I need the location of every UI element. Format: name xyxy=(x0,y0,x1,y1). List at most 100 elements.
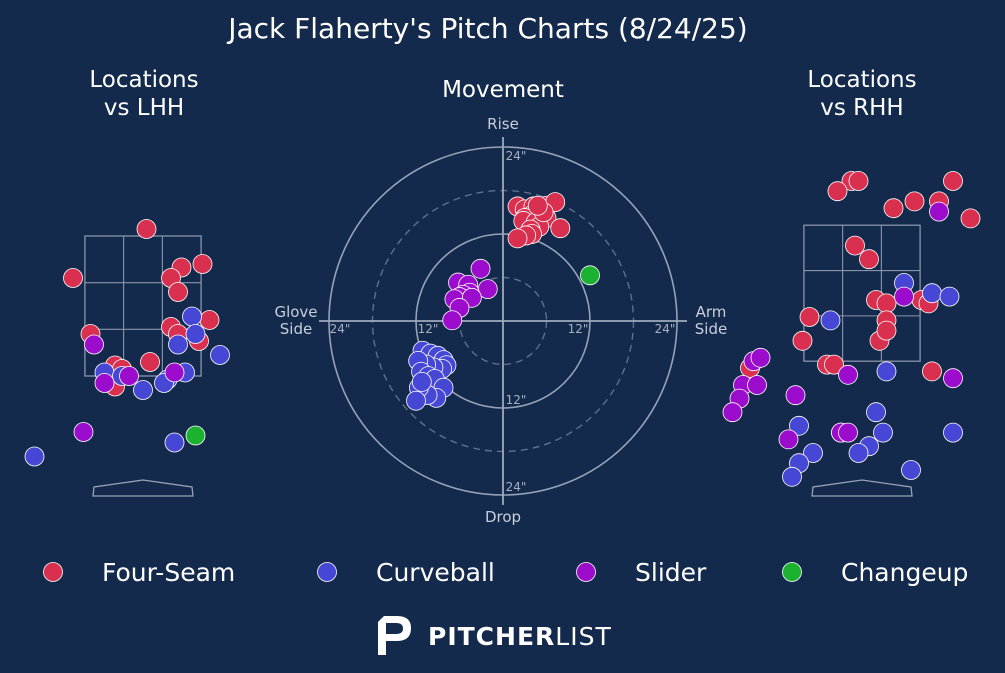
pitch-point xyxy=(838,422,858,443)
pitch-point xyxy=(210,345,230,365)
pitch-point xyxy=(199,310,220,330)
rise-label: Rise xyxy=(487,115,519,133)
movement-grid xyxy=(319,137,687,505)
svg-text:PITCHERLIST: PITCHERLIST xyxy=(428,622,612,651)
pitch-point xyxy=(140,352,160,372)
tick-left-12: 12" xyxy=(418,322,439,336)
tick-right-24: 24" xyxy=(655,322,676,336)
legend-label: Changeup xyxy=(841,558,968,587)
pitch-point xyxy=(943,422,963,443)
pitch-point xyxy=(168,334,188,355)
tick-right-12: 12" xyxy=(568,322,589,336)
pitch-point xyxy=(960,208,981,229)
pitch-point xyxy=(904,191,925,212)
pitch-point xyxy=(136,219,157,239)
pitch-point xyxy=(750,347,771,368)
pitch-point xyxy=(922,361,942,382)
pitcherlist-logo: PITCHERLIST xyxy=(378,616,612,655)
tick-top-24: 24" xyxy=(506,149,527,163)
rhh-home-plate xyxy=(811,479,913,497)
legend-marker xyxy=(43,562,63,582)
pitch-point xyxy=(943,171,963,191)
lhh-title-line1: Locations xyxy=(89,67,198,93)
movement-points xyxy=(406,192,600,411)
pitch-point xyxy=(785,385,806,406)
pitch-point xyxy=(168,282,188,302)
lhh-home-plate xyxy=(92,479,194,497)
pitch-point xyxy=(876,361,897,382)
movement-point xyxy=(580,265,600,286)
legend-label: Four-Seam xyxy=(102,558,235,587)
pitch-point xyxy=(24,446,45,467)
pitch-point xyxy=(84,334,104,355)
movement-point xyxy=(442,310,463,331)
pitch-point xyxy=(63,268,83,288)
pitch-point xyxy=(876,320,897,341)
arm-side-label: Arm Side xyxy=(695,303,727,338)
home-plate-shape xyxy=(811,479,913,497)
chart-title: Jack Flaherty's Pitch Charts (8/24/25) xyxy=(226,12,747,45)
movement-title: Movement xyxy=(442,77,564,103)
pitch-point xyxy=(782,466,802,487)
pitch-point xyxy=(827,181,848,202)
pitch-point xyxy=(799,307,820,327)
legend-label: Slider xyxy=(635,558,707,587)
lhh-points xyxy=(24,219,230,467)
pitch-point xyxy=(820,310,841,331)
pitch-point xyxy=(845,235,865,256)
pitch-point xyxy=(848,443,869,463)
pitch-point xyxy=(873,422,893,443)
pitch-point xyxy=(792,330,813,351)
legend-marker xyxy=(782,562,802,582)
pitch-point xyxy=(164,432,185,453)
pitch-point xyxy=(164,362,185,383)
pitch-point xyxy=(848,171,869,191)
lhh-title-line2: vs LHH xyxy=(104,95,184,121)
pitch-point xyxy=(943,368,963,389)
legend: Four-Seam Curveball Slider Changeup xyxy=(43,558,968,587)
rhh-title-line1: Locations xyxy=(807,67,916,93)
pitch-point xyxy=(119,366,139,386)
pitch-point xyxy=(901,460,921,480)
pitch-point xyxy=(747,375,767,395)
pitch-point xyxy=(922,283,942,304)
drop-label: Drop xyxy=(485,508,521,526)
pitch-point xyxy=(185,425,206,446)
legend-label: Curveball xyxy=(376,558,495,587)
pitch-point xyxy=(722,402,743,423)
pitch-point xyxy=(824,354,844,375)
movement-point xyxy=(411,371,432,392)
pitch-point xyxy=(838,364,858,385)
movement-point xyxy=(527,195,548,216)
movement-point xyxy=(550,218,571,239)
pitch-point xyxy=(192,254,213,274)
pitch-point xyxy=(185,324,206,344)
legend-marker xyxy=(317,562,337,582)
pitch-point xyxy=(94,373,115,393)
tick-bottom-24: 24" xyxy=(506,480,527,494)
pitch-point xyxy=(182,306,202,327)
home-plate-shape xyxy=(92,479,194,497)
pitch-point xyxy=(894,286,914,307)
pitch-point xyxy=(789,415,809,436)
pitcherlist-p-icon xyxy=(378,616,411,655)
tick-bottom-12: 12" xyxy=(506,393,527,407)
pitch-point xyxy=(778,429,799,450)
rhh-title-line2: vs RHH xyxy=(820,95,903,121)
logo-bold-text: PITCHER xyxy=(428,622,555,651)
rhh-points xyxy=(722,171,981,487)
pitch-point xyxy=(133,380,153,400)
glove-side-label: Glove Side xyxy=(274,303,317,338)
movement-point xyxy=(507,228,528,249)
tick-left-24: 24" xyxy=(330,322,351,336)
logo-light-text: LIST xyxy=(555,622,611,651)
pitch-point xyxy=(929,201,949,222)
pitch-point xyxy=(866,402,886,423)
pitch-point xyxy=(73,422,94,442)
pitch-point xyxy=(883,198,904,219)
legend-marker xyxy=(576,562,596,582)
movement-point xyxy=(470,258,491,279)
movement-point xyxy=(406,390,426,411)
pitch-point xyxy=(859,249,879,270)
